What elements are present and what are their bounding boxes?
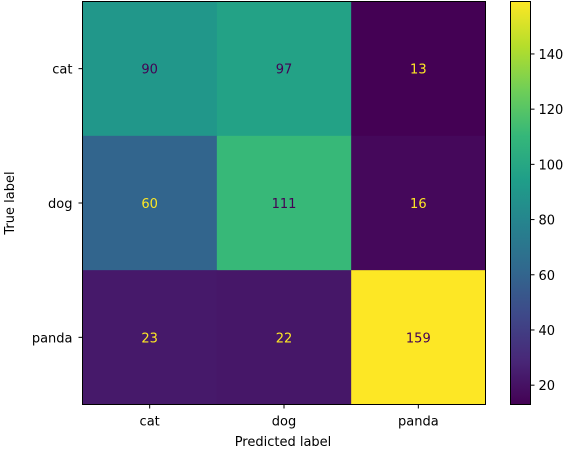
heatmap-cell-dog-dog	[216, 135, 352, 271]
cell-value-dog-cat: 60	[141, 197, 158, 212]
x-tick-label-cat: cat	[140, 415, 160, 430]
colorbar-tick-label-140: 140	[539, 48, 564, 63]
x-tick-label-dog: dog	[272, 415, 296, 430]
x-axis-label: Predicted label	[235, 435, 332, 449]
heatmap-cell-panda-cat	[82, 270, 218, 405]
cell-value-panda-cat: 23	[141, 331, 158, 346]
cell-value-cat-cat: 90	[141, 63, 158, 78]
heatmap-cell-cat-cat	[82, 1, 218, 137]
cell-value-panda-dog: 22	[276, 331, 293, 346]
cell-value-dog-dog: 111	[272, 197, 297, 212]
cell-value-cat-panda: 13	[410, 63, 427, 78]
cell-value-dog-panda: 16	[410, 197, 427, 212]
heatmap-cell-dog-panda	[351, 135, 486, 271]
y-axis-label: True label	[3, 171, 18, 235]
colorbar-ticks: 20 40 60 80 100 120 140	[530, 48, 564, 394]
heatmap-cell-panda-dog	[216, 270, 352, 405]
y-tick-label-dog: dog	[48, 197, 72, 212]
heatmap-cells	[82, 1, 486, 405]
y-tick-label-panda: panda	[32, 331, 73, 346]
cell-value-cat-dog: 97	[276, 63, 293, 78]
heatmap-cell-panda-panda	[351, 270, 486, 405]
y-axis-ticks: cat dog panda	[32, 63, 83, 346]
colorbar-tick-label-60: 60	[539, 269, 556, 284]
x-tick-label-panda: panda	[398, 415, 439, 430]
y-tick-label-cat: cat	[52, 63, 72, 78]
colorbar-tick-label-100: 100	[539, 158, 564, 173]
heatmap-cell-dog-cat	[82, 135, 218, 271]
heatmap-cell-cat-dog	[216, 1, 352, 137]
heatmap-cell-cat-panda	[351, 1, 486, 137]
colorbar-tick-label-120: 120	[539, 103, 564, 118]
colorbar	[510, 1, 531, 405]
colorbar-tick-label-20: 20	[539, 379, 556, 394]
heatmap-cell-labels: 90 97 13 60 111 16 23 22 159	[141, 63, 430, 347]
cell-value-panda-panda: 159	[406, 331, 431, 346]
x-axis-ticks: cat dog panda	[140, 404, 439, 430]
colorbar-tick-label-80: 80	[539, 214, 556, 229]
colorbar-tick-label-40: 40	[539, 324, 556, 339]
